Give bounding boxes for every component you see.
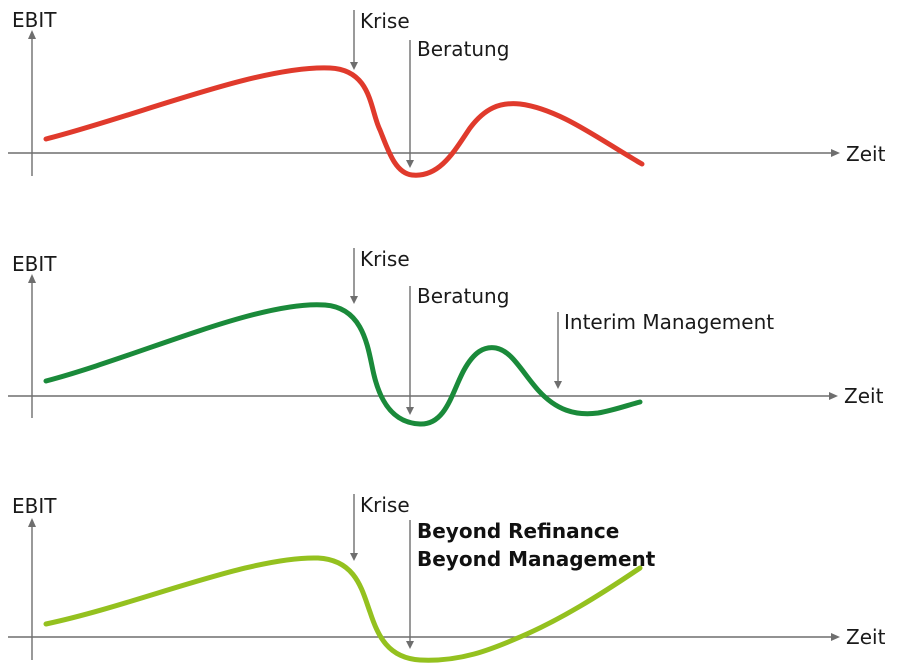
y-axis-arrow-icon bbox=[28, 274, 36, 283]
marker-krise-label: Krise bbox=[360, 9, 410, 33]
marker-krise-arrow-icon bbox=[350, 62, 358, 70]
marker-beyond-arrow-icon bbox=[406, 641, 414, 649]
marker-interim-label: Interim Management bbox=[564, 310, 774, 334]
marker-beratung-label: Beratung bbox=[417, 37, 509, 61]
marker-beratung-arrow-icon bbox=[406, 160, 414, 168]
x-axis-arrow-icon bbox=[831, 149, 840, 157]
panel-1: EBIT Zeit Krise Beratung bbox=[8, 8, 886, 178]
marker-interim-arrow-icon bbox=[554, 381, 562, 389]
x-axis-arrow-icon bbox=[829, 392, 838, 400]
marker-krise-label: Krise bbox=[360, 493, 410, 517]
ebit-curve bbox=[43, 302, 643, 427]
panel-3: EBIT Zeit Krise Beyond Refinance Beyond … bbox=[8, 493, 886, 663]
x-axis-label: Zeit bbox=[846, 625, 886, 649]
x-axis-label: Zeit bbox=[844, 384, 884, 408]
y-axis-arrow-icon bbox=[28, 30, 36, 39]
ebit-curve bbox=[43, 65, 645, 178]
y-axis-label: EBIT bbox=[12, 252, 57, 276]
panel-2: EBIT Zeit Krise Beratung Interim Managem… bbox=[8, 247, 884, 427]
marker-beratung-label: Beratung bbox=[417, 284, 509, 308]
marker-krise-arrow-icon bbox=[350, 553, 358, 561]
x-axis-arrow-icon bbox=[831, 633, 840, 641]
y-axis-arrow-icon bbox=[28, 518, 36, 527]
marker-krise-arrow-icon bbox=[350, 296, 358, 304]
y-axis-label: EBIT bbox=[12, 494, 57, 518]
ebit-curve bbox=[43, 555, 643, 663]
marker-beratung-arrow-icon bbox=[406, 407, 414, 415]
y-axis-label: EBIT bbox=[12, 8, 57, 32]
marker-beyond-refinance-label: Beyond Refinance bbox=[417, 519, 619, 543]
marker-krise-label: Krise bbox=[360, 247, 410, 271]
marker-beyond-management-label: Beyond Management bbox=[417, 547, 656, 571]
x-axis-label: Zeit bbox=[846, 142, 886, 166]
